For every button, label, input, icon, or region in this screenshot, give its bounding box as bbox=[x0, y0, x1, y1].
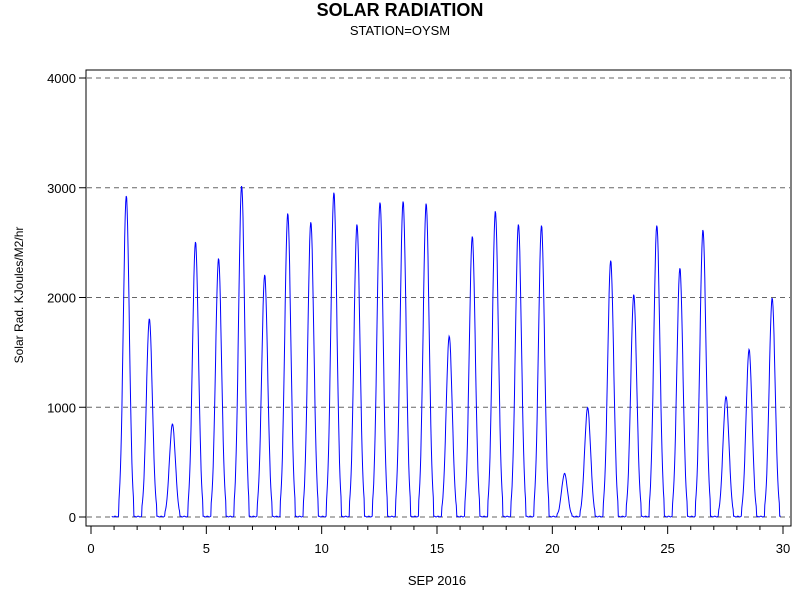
x-tick-label: 15 bbox=[430, 541, 444, 556]
daily-peak-point bbox=[148, 318, 150, 320]
x-tick-label: 5 bbox=[203, 541, 210, 556]
x-tick-label: 30 bbox=[776, 541, 790, 556]
x-axis-label: SEP 2016 bbox=[407, 573, 467, 588]
daily-peak-point bbox=[587, 407, 589, 409]
y-tick-label: 1000 bbox=[47, 400, 76, 415]
daily-peak-point bbox=[194, 242, 196, 244]
x-tick-label: 0 bbox=[87, 541, 94, 556]
y-tick-label: 0 bbox=[69, 510, 76, 525]
y-tick-label: 3000 bbox=[47, 181, 76, 196]
chart-subtitle: STATION=OYSM bbox=[349, 23, 451, 38]
daily-peak-point bbox=[241, 186, 243, 188]
daily-peak-point bbox=[333, 192, 335, 194]
daily-peak-point bbox=[679, 268, 681, 270]
daily-peak-point bbox=[125, 196, 127, 198]
daily-peak-point bbox=[748, 349, 750, 351]
daily-peak-point bbox=[610, 260, 612, 262]
daily-peak-point bbox=[287, 213, 289, 215]
daily-peak-point bbox=[171, 424, 173, 426]
daily-peak-point bbox=[264, 275, 266, 277]
daily-peak-point bbox=[540, 225, 542, 227]
daily-peak-point bbox=[633, 294, 635, 296]
daily-peak-point bbox=[725, 396, 727, 398]
chart-title: SOLAR RADIATION bbox=[316, 0, 484, 20]
daily-peak-point bbox=[564, 473, 566, 475]
y-tick-label: 4000 bbox=[47, 71, 76, 86]
daily-peak-point bbox=[379, 202, 381, 204]
daily-peak-point bbox=[494, 211, 496, 213]
daily-peak-point bbox=[402, 201, 404, 203]
x-tick-label: 20 bbox=[545, 541, 559, 556]
daily-peak-point bbox=[425, 203, 427, 205]
y-tick-label: 2000 bbox=[47, 291, 76, 306]
daily-peak-point bbox=[356, 224, 358, 226]
daily-peak-point bbox=[517, 224, 519, 226]
series-line-1 bbox=[111, 185, 781, 518]
daily-peak-point bbox=[218, 258, 220, 260]
daily-peak-point bbox=[310, 222, 312, 224]
x-tick-label: 10 bbox=[314, 541, 328, 556]
daily-peak-point bbox=[471, 236, 473, 238]
daily-peak-point bbox=[656, 225, 658, 227]
x-tick-label: 25 bbox=[660, 541, 674, 556]
daily-peak-point bbox=[771, 298, 773, 300]
daily-peak-point bbox=[702, 230, 704, 232]
daily-peak-point bbox=[448, 336, 450, 338]
